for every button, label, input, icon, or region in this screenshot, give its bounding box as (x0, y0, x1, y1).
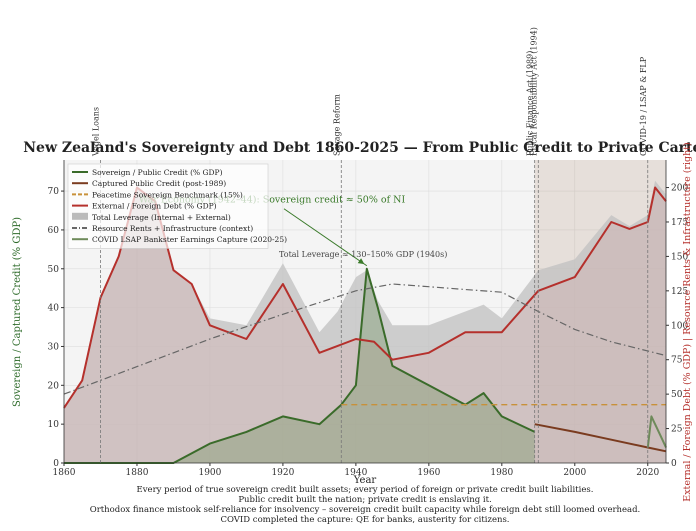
footnote: Every period of true sovereign credit bu… (90, 485, 641, 525)
y-left-tick-label: 0 (53, 459, 59, 469)
event-label: Public Finance Act (1989) (526, 51, 535, 156)
legend-box (67, 163, 269, 249)
legend: Sovereign / Public Credit (% GDP) Capture… (67, 163, 287, 249)
sovereign-credit-area (64, 268, 535, 463)
y-axis-label-right: External / Foreign Debt (% GDP) | Resour… (682, 142, 693, 501)
x-tick-label: 1980 (490, 468, 513, 478)
annotation-arrow (283, 208, 368, 267)
y-right-tick-label: 200 (671, 184, 688, 194)
chart-title: New Zealand's Sovereignty and Debt 1860-… (23, 140, 696, 156)
x-tick-label: 2020 (636, 468, 659, 478)
event-label: Vogel Loans (92, 107, 101, 157)
legend-label: Sovereign / Public Credit (% GDP) (92, 168, 223, 177)
y-axis-label-left: Sovereign / Captured Credit (% GDP) (12, 217, 23, 407)
annotations: War Economy (1942–44): Sovereign credit … (139, 195, 447, 267)
legend-label: External / Foreign Debt (% GDP) (92, 202, 217, 211)
y-left-tick-label: 70 (48, 187, 60, 197)
y-right-tick-label: 25 (671, 425, 683, 435)
x-tick-label: 1960 (417, 468, 440, 478)
y-left-tick-label: 50 (48, 265, 60, 275)
x-tick-label: 1920 (271, 468, 294, 478)
annotation-text: Total Leverage ≈ 130–150% GDP (1940s) (279, 250, 447, 259)
event-lines: Vogel Loans Savage Reform Public Finance A… (92, 27, 649, 463)
legend-label: Total Leverage (Internal + External) (92, 213, 231, 222)
y-left-tick-label: 10 (48, 420, 60, 430)
legend-label: Resource Rents + Infrastructure (context… (92, 224, 253, 233)
y-left-tick-label: 30 (48, 342, 60, 352)
footnote-line: Every period of true sovereign credit bu… (137, 485, 594, 495)
event-label: Fiscal Responsibility Act (1994) (529, 27, 538, 156)
y-right-tick-label: 150 (671, 252, 688, 262)
captured-public-credit-post-1989-line (534, 423, 667, 453)
footnote-line: Orthodox finance mistook self-reliance f… (90, 505, 641, 515)
legend-label: Peacetime Sovereign Benchmark (15%) (92, 190, 243, 199)
annotation-text: War Economy (1942–44): Sovereign credit … (139, 195, 406, 206)
y-right-tick-label: 50 (671, 390, 683, 400)
event-label: COVID-19 / LSAP & FLP (639, 56, 648, 156)
x-tick-label: 1860 (53, 468, 76, 478)
legend-label: COVID LSAP Bankster Earnings Capture (20… (92, 235, 287, 244)
y-left-tick-label: 60 (48, 226, 60, 236)
annotation-arrowhead (357, 258, 365, 265)
y-right-tick-label: 125 (671, 287, 688, 297)
y-right-tick-label: 175 (671, 218, 688, 228)
y-right-tick-label: 75 (671, 356, 683, 366)
footnote-line: COVID completed the capture: QE for bank… (220, 515, 509, 525)
y-right-tick-label: 100 (671, 321, 688, 331)
covid-lsap-bankster-earnings-capture-2020-25-line (646, 415, 667, 448)
x-tick-label: 2000 (563, 468, 586, 478)
footnote-line: Public credit built the nation; private … (238, 495, 491, 505)
external-debt-area (64, 187, 666, 463)
y-left-tick-label: 20 (48, 381, 60, 391)
y-left-tick-label: 40 (48, 304, 60, 314)
sovereign-public-credit-gdp-line (64, 267, 536, 464)
total-leverage-area (64, 180, 666, 463)
resource-rents-infrastructure-context-line (63, 283, 667, 395)
x-tick-label: 1900 (198, 468, 221, 478)
areas (64, 180, 666, 463)
x-tick-label: 1940 (344, 468, 367, 478)
x-axis-label: Year (353, 475, 377, 486)
legend-label: Captured Public Credit (post-1989) (92, 179, 226, 188)
legend-swatch (72, 212, 88, 220)
axes: 1860 1880 1900 1920 1940 1960 1980 2000 20200102… (48, 160, 688, 478)
x-tick-label: 1880 (126, 468, 149, 478)
event-label: Savage Reform (332, 94, 341, 156)
y-right-tick-label: 0 (671, 459, 677, 469)
